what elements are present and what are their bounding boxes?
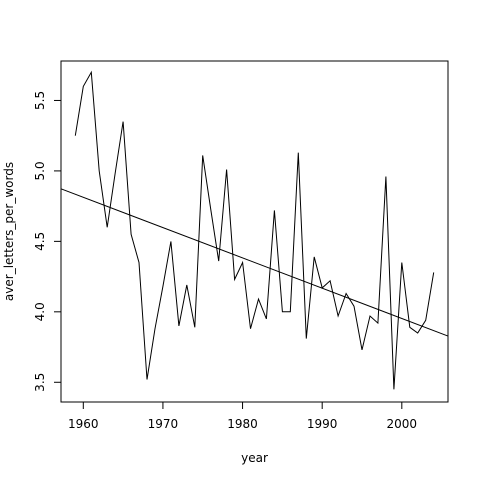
x-axis-label: year [241,451,268,465]
x-tick-label: 1970 [148,417,179,431]
x-tick-label: 1960 [68,417,99,431]
y-tick-label: 3.5 [33,373,47,392]
y-axis: 3.5 4.0 4.5 5.0 5.5 [33,91,61,392]
trend-line [60,188,449,337]
y-tick-label: 5.5 [33,91,47,110]
y-tick-label: 4.5 [33,232,47,251]
x-axis: 1960 1970 1980 1990 2000 [68,402,417,431]
plot-frame [60,60,449,403]
y-tick-label: 5.0 [33,161,47,180]
y-axis-label: aver_letters_per_words [2,162,16,301]
x-tick-label: 1990 [307,417,338,431]
series-line [74,70,435,390]
y-tick-label: 4.0 [33,302,47,321]
x-tick-label: 1980 [227,417,258,431]
x-tick-label: 2000 [387,417,418,431]
plot-area [60,70,449,390]
